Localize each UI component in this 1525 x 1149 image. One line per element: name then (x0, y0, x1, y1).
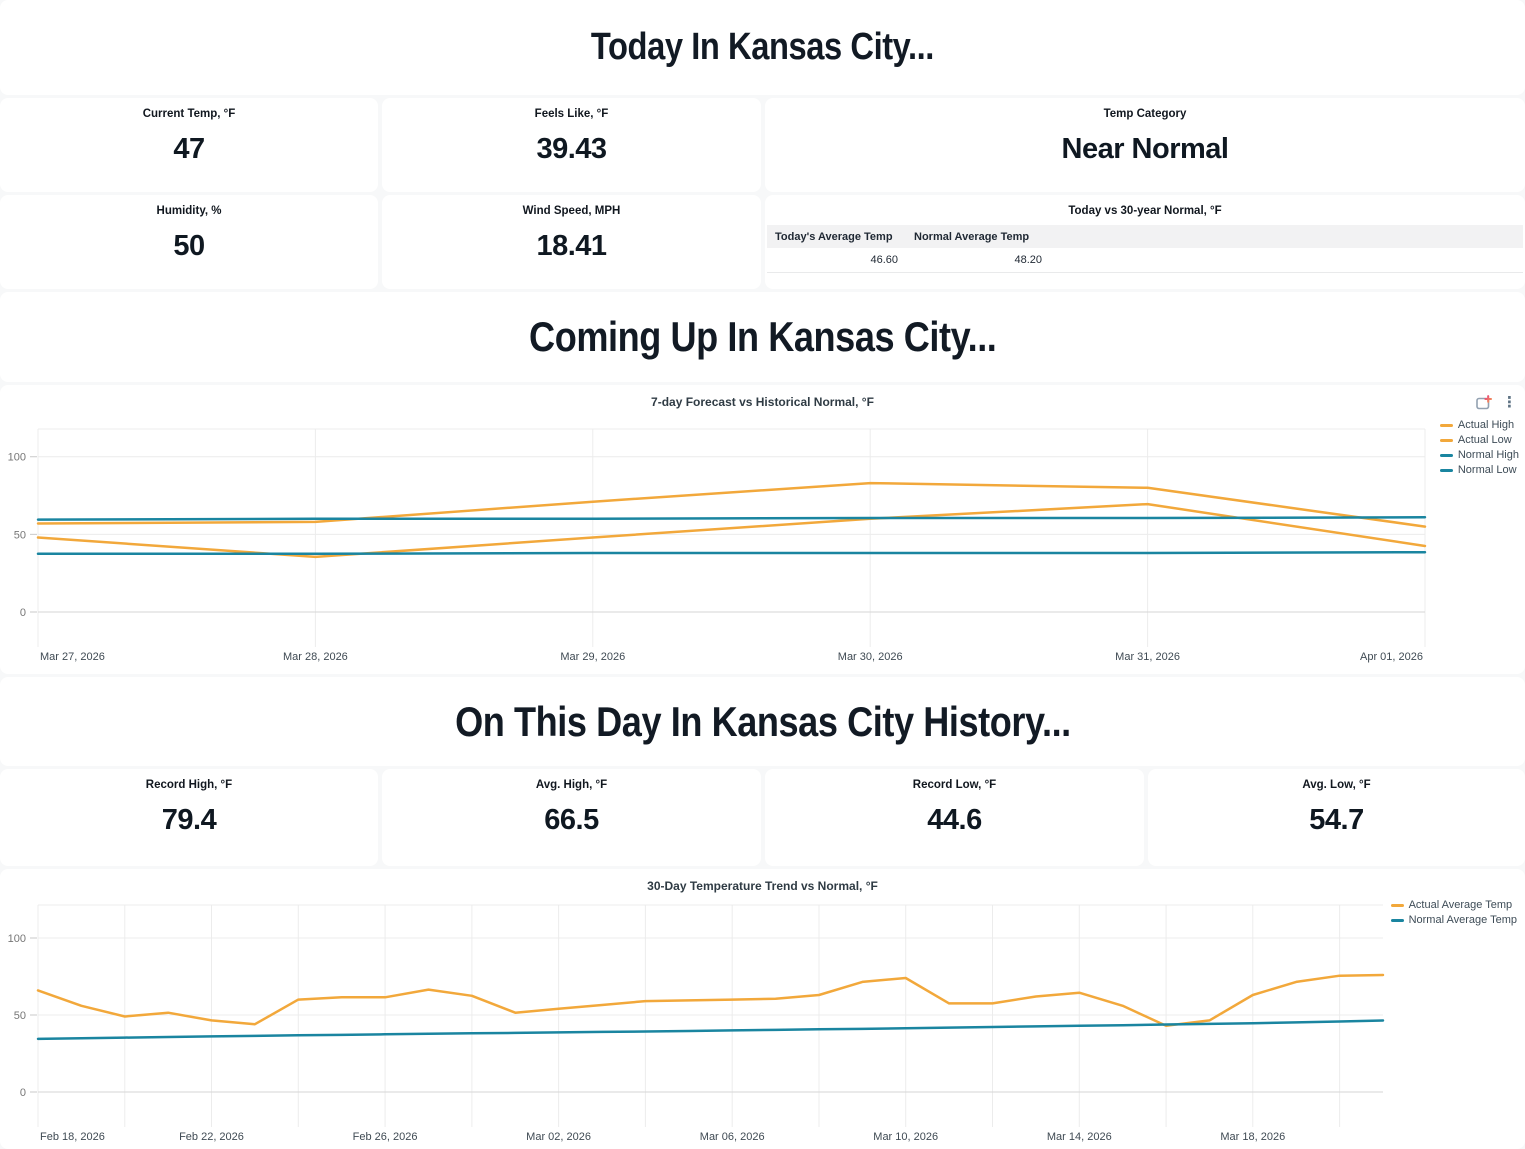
page-title: Today In Kansas City... (590, 26, 935, 68)
normal-comparison-card: Today vs 30-year Normal, °F Today's Aver… (765, 195, 1525, 289)
record-low-label: Record Low, °F (912, 779, 997, 791)
current-temp-card: Current Temp, °F 47 (0, 98, 378, 192)
svg-text:Mar 27, 2026: Mar 27, 2026 (40, 651, 105, 663)
legend-item[interactable]: Actual High (1439, 419, 1519, 431)
svg-text:50: 50 (14, 1010, 26, 1022)
svg-text:Mar 28, 2026: Mar 28, 2026 (283, 651, 348, 663)
coming-up-title: Coming Up In Kansas City... (528, 313, 997, 360)
avg-high-card: Avg. High, °F 66.5 (382, 769, 761, 866)
record-low-value: 44.6 (927, 804, 982, 836)
widget-actions: ⋮ (1476, 395, 1517, 411)
svg-text:Mar 18, 2026: Mar 18, 2026 (1220, 1131, 1285, 1143)
temp-category-value: Near Normal (1061, 133, 1229, 165)
avg-low-card: Avg. Low, °F 54.7 (1148, 769, 1525, 866)
svg-text:Mar 29, 2026: Mar 29, 2026 (560, 651, 625, 663)
seven-day-forecast-chart[interactable]: 0 50 100 Mar 27, 2026 Mar 28, 2026 Mar 29, 20… (0, 385, 1525, 674)
svg-text:Mar 14, 2026: Mar 14, 2026 (1047, 1131, 1112, 1143)
temp-category-label: Temp Category (1103, 108, 1187, 120)
svg-text:Feb 26, 2026: Feb 26, 2026 (353, 1131, 418, 1143)
column-header-normal-avg[interactable]: Normal Average Temp (906, 225, 1050, 248)
history-title-card: On This Day In Kansas City History... (0, 677, 1525, 766)
column-header-empty (1050, 225, 1523, 248)
trend-chart-legend: Actual Average Temp Normal Average Temp (1390, 899, 1517, 926)
record-high-card: Record High, °F 79.4 (0, 769, 378, 866)
svg-text:100: 100 (8, 452, 26, 464)
legend-item[interactable]: Actual Low (1439, 434, 1519, 446)
empty-cell (1050, 248, 1523, 273)
svg-text:Feb 22, 2026: Feb 22, 2026 (179, 1131, 244, 1143)
forecast-chart-legend: Actual High Actual Low Normal High Normal L… (1439, 419, 1519, 476)
explore-with-plus-icon[interactable] (1476, 395, 1493, 411)
svg-text:Mar 30, 2026: Mar 30, 2026 (838, 651, 903, 663)
wind-speed-value: 18.41 (536, 230, 607, 262)
legend-item[interactable]: Normal Average Temp (1390, 914, 1517, 926)
column-header-todays-avg[interactable]: Today's Average Temp (767, 225, 906, 248)
svg-text:0: 0 (20, 1087, 26, 1099)
legend-item[interactable]: Normal High (1439, 449, 1519, 461)
wind-speed-card: Wind Speed, MPH 18.41 (382, 195, 761, 289)
trend-chart-title: 30-Day Temperature Trend vs Normal, °F (647, 879, 878, 893)
svg-text:50: 50 (14, 529, 26, 541)
feels-like-value: 39.43 (536, 133, 607, 165)
avg-low-label: Avg. Low, °F (1302, 779, 1371, 791)
record-high-value: 79.4 (161, 804, 217, 836)
current-temp-value: 47 (173, 133, 205, 165)
record-low-card: Record Low, °F 44.6 (765, 769, 1144, 866)
legend-swatch (1390, 903, 1404, 907)
current-temp-label: Current Temp, °F (142, 108, 236, 120)
svg-text:0: 0 (20, 607, 26, 619)
legend-swatch (1390, 918, 1404, 922)
trend-chart-card: 30-Day Temperature Trend vs Normal, °F 0… (0, 869, 1525, 1149)
feels-like-label: Feels Like, °F (534, 108, 609, 120)
forecast-chart-card: 7-day Forecast vs Historical Normal, °F … (0, 385, 1525, 674)
kebab-menu-icon[interactable]: ⋮ (1502, 394, 1517, 411)
wind-speed-label: Wind Speed, MPH (522, 205, 621, 217)
normal-table: Today's Average Temp Normal Average Temp… (767, 225, 1523, 273)
humidity-card: Humidity, % 50 (0, 195, 378, 289)
avg-high-label: Avg. High, °F (535, 779, 608, 791)
svg-text:Mar 02, 2026: Mar 02, 2026 (526, 1131, 591, 1143)
temp-category-card: Temp Category Near Normal (765, 98, 1525, 192)
legend-item[interactable]: Actual Average Temp (1390, 899, 1517, 911)
legend-swatch (1439, 453, 1453, 457)
svg-text:Mar 31, 2026: Mar 31, 2026 (1115, 651, 1180, 663)
svg-text:Feb 18, 2026: Feb 18, 2026 (40, 1131, 105, 1143)
legend-swatch (1439, 438, 1453, 442)
feels-like-card: Feels Like, °F 39.43 (382, 98, 761, 192)
history-title: On This Day In Kansas City History... (454, 697, 1071, 745)
normal-table-title: Today vs 30-year Normal, °F (1068, 205, 1222, 217)
record-high-label: Record High, °F (145, 779, 233, 791)
humidity-label: Humidity, % (156, 205, 222, 217)
avg-high-value: 66.5 (544, 804, 599, 836)
normal-avg-cell: 48.20 (906, 248, 1050, 273)
svg-text:Mar 06, 2026: Mar 06, 2026 (700, 1131, 765, 1143)
todays-avg-cell: 46.60 (767, 248, 906, 273)
svg-text:Apr 01, 2026: Apr 01, 2026 (1360, 651, 1423, 663)
svg-text:Mar 10, 2026: Mar 10, 2026 (873, 1131, 938, 1143)
legend-swatch (1439, 423, 1453, 427)
avg-low-value: 54.7 (1309, 804, 1364, 836)
table-row: 46.60 48.20 (767, 248, 1523, 273)
thirty-day-trend-chart[interactable]: 0 50 100 Feb 18, 2026 Feb 22, 2026 Feb 26, 20… (0, 869, 1525, 1149)
today-title-card: Today In Kansas City... (0, 0, 1525, 95)
coming-up-title-card: Coming Up In Kansas City... (0, 292, 1525, 382)
legend-item[interactable]: Normal Low (1439, 464, 1519, 476)
table-header-row: Today's Average Temp Normal Average Temp (767, 225, 1523, 248)
forecast-chart-title: 7-day Forecast vs Historical Normal, °F (651, 395, 874, 409)
legend-swatch (1439, 468, 1453, 472)
svg-text:100: 100 (8, 933, 26, 945)
humidity-value: 50 (173, 230, 205, 262)
